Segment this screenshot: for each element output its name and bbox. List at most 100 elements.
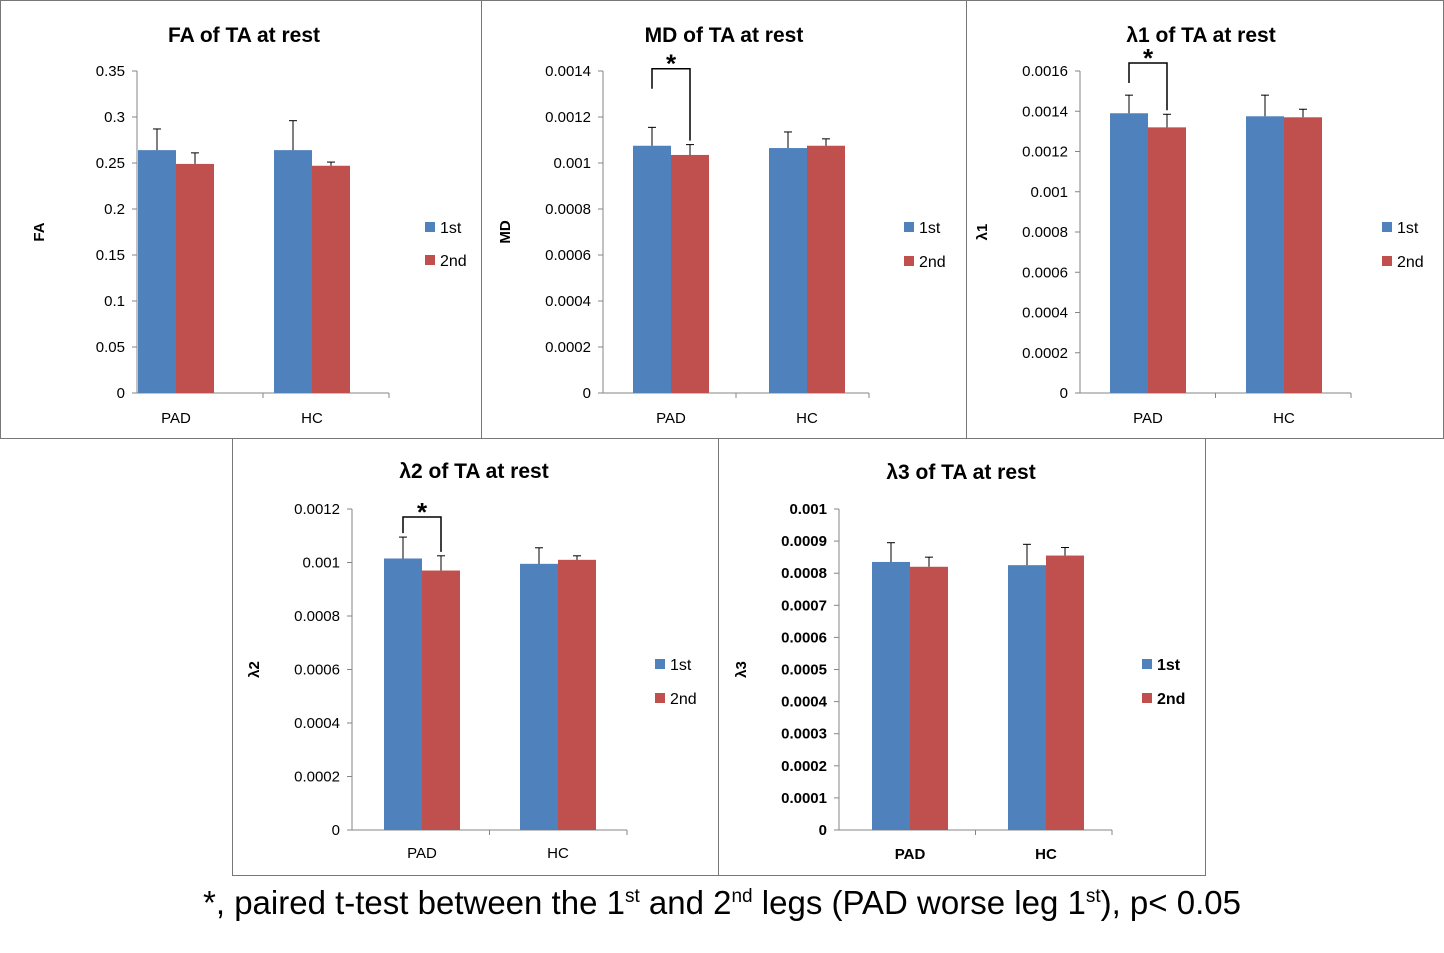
y-tick-label: 0.0008 bbox=[294, 608, 340, 625]
legend-swatch-2nd bbox=[1382, 256, 1392, 266]
bar-hc-1st bbox=[769, 148, 807, 393]
y-tick-label: 0.0002 bbox=[294, 769, 340, 786]
y-tick-label: 0.0002 bbox=[1022, 345, 1068, 362]
y-tick-label: 0.0006 bbox=[781, 629, 827, 646]
significance-marker: * bbox=[666, 49, 677, 79]
y-axis-label: λ1 bbox=[974, 224, 991, 241]
significance-bracket bbox=[1128, 62, 1168, 111]
legend-swatch-2nd bbox=[1142, 693, 1152, 703]
legend-label-2nd: 2nd bbox=[670, 691, 697, 708]
chart-lambda1: λ1 of TA at rest 0 0.0002 0.0004 0.0006 0.000… bbox=[974, 24, 1424, 427]
bar-pad-2nd bbox=[671, 154, 709, 393]
legend-label-1st: 1st bbox=[440, 220, 462, 237]
significance-bracket bbox=[651, 67, 691, 141]
bar-hc-2nd bbox=[807, 145, 845, 393]
caption-mid-2: legs (PAD worse leg 1 bbox=[752, 884, 1086, 921]
x-tick-label-pad: PAD bbox=[1133, 410, 1163, 427]
x-tick-label-pad: PAD bbox=[407, 845, 437, 862]
y-axis-label: FA bbox=[31, 222, 48, 241]
legend-label-2nd: 2nd bbox=[1397, 254, 1424, 271]
y-tick-label: 0.2 bbox=[104, 201, 125, 218]
caption-sup-1: st bbox=[624, 886, 640, 907]
chart-panel-lambda2: λ2 of TA at rest 0 0.0002 0.0004 0.0006 0.000… bbox=[232, 438, 719, 876]
chart-lambda2: λ2 of TA at rest 0 0.0002 0.0004 0.0006 0.000… bbox=[246, 460, 697, 862]
y-tick-label: 0.0006 bbox=[1022, 264, 1068, 281]
chart-title: λ3 of TA at rest bbox=[886, 461, 1035, 484]
y-tick-label: 0.0004 bbox=[1022, 305, 1068, 322]
y-tick-label: 0.15 bbox=[96, 247, 125, 264]
legend-label-1st: 1st bbox=[1157, 657, 1181, 674]
legend-label-1st: 1st bbox=[670, 657, 692, 674]
chart-panel-lambda1: λ1 of TA at rest 0 0.0002 0.0004 0.0006 0.000… bbox=[966, 0, 1444, 439]
y-tick-label: 0.0008 bbox=[545, 201, 591, 218]
x-tick-label-pad: PAD bbox=[895, 846, 926, 863]
bar-hc-2nd bbox=[558, 559, 596, 830]
legend-swatch-1st bbox=[425, 222, 435, 232]
legend-swatch-2nd bbox=[425, 255, 435, 265]
y-tick-label: 0.0002 bbox=[781, 758, 827, 775]
y-axis-label: MD bbox=[497, 220, 514, 243]
y-tick-label: 0.3 bbox=[104, 109, 125, 126]
y-tick-label: 0.0005 bbox=[781, 662, 827, 679]
chart-panel-lambda3: λ3 of TA at rest 0 0.0001 0.0002 0.0003 0.000… bbox=[718, 438, 1206, 876]
y-tick-label: 0.0008 bbox=[781, 565, 827, 582]
y-tick-label: 0.0014 bbox=[1022, 103, 1068, 120]
caption-sup-3: st bbox=[1085, 886, 1101, 907]
y-axis-label: λ3 bbox=[733, 661, 750, 678]
y-tick-label: 0.25 bbox=[96, 155, 125, 172]
chart-md: MD of TA at rest 0 0.0002 0.0004 0.0006 0.000… bbox=[497, 24, 946, 427]
x-tick-label-hc: HC bbox=[547, 845, 569, 862]
bar-hc-2nd bbox=[1284, 117, 1322, 393]
chart-lambda3: λ3 of TA at rest 0 0.0001 0.0002 0.0003 0.000… bbox=[733, 461, 1185, 863]
chart-panel-fa: FA of TA at rest 0 0.05 0.1 0.15 0.2 0.25 0.3 0.… bbox=[0, 0, 482, 439]
y-tick-label: 0.001 bbox=[553, 155, 591, 172]
caption-sup-2: nd bbox=[731, 886, 753, 907]
y-tick-label: 0.0001 bbox=[781, 790, 827, 807]
bar-pad-1st bbox=[1110, 113, 1148, 393]
y-axis-label: λ2 bbox=[246, 661, 263, 678]
y-tick-label: 0.0006 bbox=[545, 247, 591, 264]
y-tick-label: 0.001 bbox=[1030, 184, 1068, 201]
y-tick-label: 0.0012 bbox=[1022, 144, 1068, 161]
x-tick-label-hc: HC bbox=[301, 410, 323, 427]
x-tick-label-hc: HC bbox=[1035, 846, 1057, 863]
y-tick-label: 0.0014 bbox=[545, 63, 591, 80]
y-tick-label: 0.0012 bbox=[294, 501, 340, 518]
y-tick-label: 0.0004 bbox=[781, 694, 828, 711]
bar-pad-1st bbox=[138, 150, 176, 393]
bar-pad-1st bbox=[384, 558, 422, 830]
legend-swatch-1st bbox=[904, 222, 914, 232]
footnote-caption: *, paired t-test between the 1st and 2nd… bbox=[0, 884, 1444, 922]
y-tick-label: 0 bbox=[117, 385, 125, 402]
y-tick-label: 0.0016 bbox=[1022, 63, 1068, 80]
chart-title: FA of TA at rest bbox=[168, 24, 320, 47]
bar-hc-1st bbox=[274, 150, 312, 393]
legend-label-2nd: 2nd bbox=[919, 254, 946, 271]
y-tick-label: 0.0004 bbox=[545, 293, 591, 310]
y-tick-label: 0.0009 bbox=[781, 533, 827, 550]
chart-fa: FA of TA at rest 0 0.05 0.1 0.15 0.2 0.25 0.3 0.… bbox=[31, 24, 467, 427]
y-tick-label: 0.0004 bbox=[294, 715, 340, 732]
x-tick-label-pad: PAD bbox=[656, 410, 686, 427]
bar-hc-1st bbox=[1008, 565, 1046, 830]
significance-bracket bbox=[402, 516, 442, 552]
legend-swatch-1st bbox=[1382, 222, 1392, 232]
caption-mid-1: and 2 bbox=[639, 884, 732, 921]
y-tick-label: 0.0002 bbox=[545, 339, 591, 356]
x-tick-label-hc: HC bbox=[1273, 410, 1295, 427]
y-tick-label: 0.0003 bbox=[781, 726, 827, 743]
bar-pad-2nd bbox=[422, 570, 460, 830]
bar-pad-2nd bbox=[1148, 127, 1186, 393]
caption-lead: *, paired t-test between the 1 bbox=[203, 884, 625, 921]
y-tick-label: 0.0007 bbox=[781, 597, 827, 614]
y-tick-label: 0.0008 bbox=[1022, 224, 1068, 241]
chart-title: λ1 of TA at rest bbox=[1126, 24, 1275, 47]
legend-swatch-2nd bbox=[904, 256, 914, 266]
bar-hc-1st bbox=[520, 563, 558, 830]
y-tick-label: 0.05 bbox=[96, 339, 125, 356]
chart-title: MD of TA at rest bbox=[645, 24, 804, 47]
y-tick-label: 0.001 bbox=[302, 555, 340, 572]
y-tick-label: 0.0012 bbox=[545, 109, 591, 126]
chart-title: λ2 of TA at rest bbox=[399, 460, 548, 483]
y-tick-label: 0 bbox=[583, 385, 591, 402]
